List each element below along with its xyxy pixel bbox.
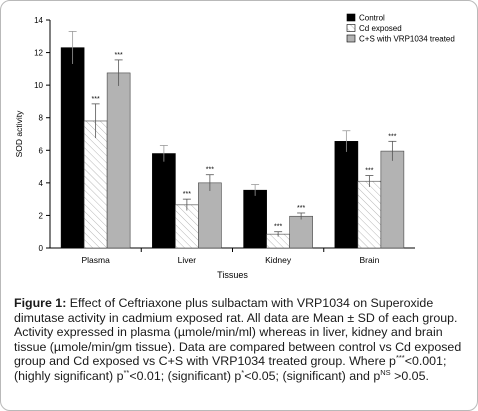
legend-label: Control <box>359 14 385 23</box>
significance-label: *** <box>388 133 396 140</box>
caption-sup-3: * <box>241 367 245 377</box>
significance-label: *** <box>274 224 282 231</box>
bar <box>334 141 359 249</box>
bar <box>357 180 382 249</box>
caption-text-4: <0.05; (significant) and p <box>244 368 381 383</box>
figure-caption: Figure 1: Effect of Ceftriaxone plus sul… <box>14 296 470 384</box>
y-tick-label: 8 <box>39 114 44 123</box>
x-tick-label: Plasma <box>81 255 110 265</box>
bar <box>152 153 176 249</box>
y-tick-label: 10 <box>34 81 43 90</box>
bar <box>60 47 85 249</box>
caption-label: Figure 1: <box>14 296 67 310</box>
bar <box>289 215 313 249</box>
significance-label: *** <box>92 96 100 103</box>
y-tick-label: 12 <box>34 49 43 58</box>
significance-label: *** <box>297 205 305 212</box>
x-tick-label: Brain <box>359 255 379 265</box>
y-tick-label: 2 <box>39 211 44 220</box>
legend-label: Cd exposed <box>359 24 402 33</box>
y-tick-label: 6 <box>39 146 44 155</box>
y-tick-label: 0 <box>39 244 44 253</box>
x-tick-label: Kidney <box>265 255 292 265</box>
bar <box>380 150 405 249</box>
legend-label: C+S with VRP1034 treated <box>359 35 455 44</box>
x-tick-label: Liver <box>178 255 197 265</box>
caption-sup-1: *** <box>395 353 405 363</box>
y-axis-label: SOD activity <box>14 110 24 158</box>
significance-label: *** <box>365 168 373 175</box>
y-tick-label: 4 <box>39 179 44 188</box>
legend-swatch <box>346 24 356 32</box>
significance-label: *** <box>183 191 191 198</box>
bar <box>243 189 267 249</box>
significance-label: *** <box>115 52 123 59</box>
caption-sup-4: NS <box>380 367 391 377</box>
legend-swatch <box>346 13 356 22</box>
significance-label: *** <box>206 167 214 174</box>
sod-activity-bar-chart: 0 2 4 6 8 10 12 14 SOD activity Tissues Plasma *** *… <box>14 13 455 281</box>
legend-swatch <box>346 34 356 43</box>
bar <box>175 204 199 249</box>
x-axis-label: Tissues <box>217 270 248 280</box>
caption-text-2: <0.001; (highly significant) p <box>14 354 447 383</box>
y-tick-label: 14 <box>34 16 43 25</box>
bar <box>83 120 108 249</box>
caption-sup-2: ** <box>123 367 130 377</box>
caption-text-5: >0.05. <box>390 368 429 383</box>
caption-text: Effect of Ceftriaxone plus sulbactam wit… <box>14 296 462 369</box>
bar <box>106 72 131 249</box>
bar <box>198 182 222 249</box>
caption-text-3: <0.01; (significant) p <box>129 368 242 383</box>
